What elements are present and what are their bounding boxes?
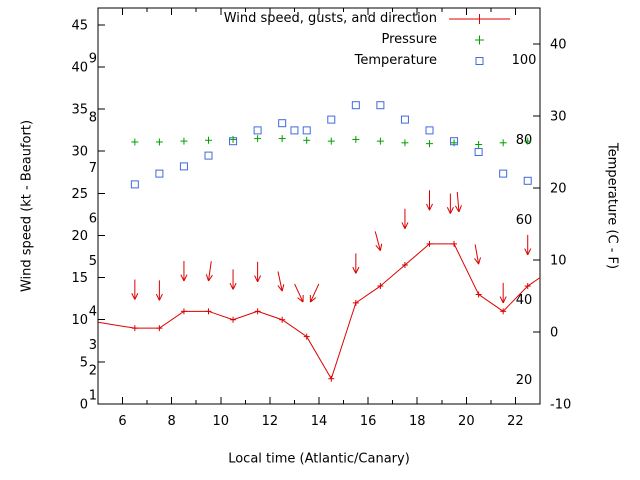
svg-text:25: 25 — [71, 187, 88, 202]
wind-line-plus-icon — [447, 9, 512, 29]
y-axis-right-title: Temperature (C - F) — [604, 142, 620, 270]
svg-text:-10: -10 — [550, 398, 571, 413]
svg-text:22: 22 — [507, 414, 524, 429]
svg-text:0: 0 — [550, 326, 558, 341]
legend-label-wind: Wind speed, gusts, and direction — [223, 11, 437, 26]
wind-direction-arrows — [131, 190, 532, 304]
legend: Wind speed, gusts, and direction Pressur… — [150, 8, 512, 71]
svg-text:8: 8 — [168, 414, 176, 429]
svg-text:45: 45 — [71, 18, 88, 33]
svg-text:30: 30 — [550, 110, 567, 125]
svg-text:6: 6 — [118, 414, 126, 429]
y-axis-right: -10 0 10 20 30 40 20 40 60 80 100 — [512, 38, 572, 413]
svg-text:2: 2 — [89, 363, 97, 378]
pressure-plus-icon — [447, 30, 512, 50]
svg-text:6: 6 — [89, 212, 97, 227]
svg-text:10: 10 — [71, 313, 88, 328]
svg-text:7: 7 — [89, 161, 97, 176]
legend-entry-temperature: Temperature — [150, 50, 512, 71]
svg-text:20: 20 — [458, 414, 475, 429]
legend-entry-pressure: Pressure — [150, 29, 512, 50]
temperature-square-icon — [447, 51, 512, 71]
svg-text:10: 10 — [213, 414, 230, 429]
svg-text:35: 35 — [71, 103, 88, 118]
legend-entry-wind: Wind speed, gusts, and direction — [150, 8, 512, 29]
svg-text:100: 100 — [512, 53, 537, 68]
svg-text:16: 16 — [360, 414, 377, 429]
svg-text:30: 30 — [71, 145, 88, 160]
svg-text:12: 12 — [262, 414, 279, 429]
svg-text:20: 20 — [71, 229, 88, 244]
svg-text:20: 20 — [550, 182, 567, 197]
temperature-series — [130, 101, 532, 189]
pressure-series — [131, 135, 532, 148]
x-axis-title: Local time (Atlantic/Canary) — [228, 451, 410, 467]
svg-text:5: 5 — [89, 254, 97, 269]
svg-text:0: 0 — [80, 398, 88, 413]
svg-text:3: 3 — [89, 338, 97, 353]
svg-text:8: 8 — [89, 111, 97, 126]
svg-text:40: 40 — [550, 38, 567, 53]
legend-label-pressure: Pressure — [381, 32, 437, 47]
svg-text:14: 14 — [311, 414, 328, 429]
svg-text:10: 10 — [550, 254, 567, 269]
wind-series — [97, 240, 541, 382]
svg-text:80: 80 — [516, 133, 533, 148]
svg-text:20: 20 — [516, 373, 533, 388]
svg-text:60: 60 — [516, 213, 533, 228]
svg-text:18: 18 — [409, 414, 426, 429]
svg-text:5: 5 — [80, 355, 88, 370]
y-axis-left-title: Wind speed (kt - Beaufort) — [19, 119, 35, 293]
svg-text:15: 15 — [71, 271, 88, 286]
svg-text:4: 4 — [89, 304, 97, 319]
svg-text:9: 9 — [89, 52, 97, 67]
svg-text:1: 1 — [89, 389, 97, 404]
legend-label-temperature: Temperature — [354, 53, 437, 68]
x-axis: 6 8 10 12 14 16 18 20 22 — [118, 8, 524, 429]
svg-text:40: 40 — [516, 293, 533, 308]
svg-text:40: 40 — [71, 60, 88, 75]
